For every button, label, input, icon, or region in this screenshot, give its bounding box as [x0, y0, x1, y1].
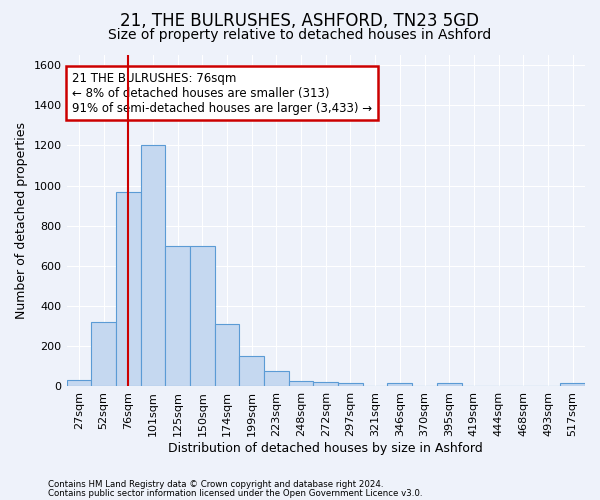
Bar: [289, 382, 313, 386]
Bar: [560, 384, 585, 386]
Bar: [116, 192, 140, 386]
Bar: [338, 384, 363, 386]
Text: Contains public sector information licensed under the Open Government Licence v3: Contains public sector information licen…: [48, 489, 422, 498]
Bar: [140, 146, 165, 386]
Bar: [190, 246, 215, 386]
Bar: [165, 246, 190, 386]
Text: 21, THE BULRUSHES, ASHFORD, TN23 5GD: 21, THE BULRUSHES, ASHFORD, TN23 5GD: [121, 12, 479, 30]
X-axis label: Distribution of detached houses by size in Ashford: Distribution of detached houses by size …: [169, 442, 483, 455]
Bar: [215, 324, 239, 386]
Bar: [264, 372, 289, 386]
Bar: [313, 382, 338, 386]
Bar: [388, 384, 412, 386]
Bar: [91, 322, 116, 386]
Text: Size of property relative to detached houses in Ashford: Size of property relative to detached ho…: [109, 28, 491, 42]
Y-axis label: Number of detached properties: Number of detached properties: [15, 122, 28, 319]
Text: Contains HM Land Registry data © Crown copyright and database right 2024.: Contains HM Land Registry data © Crown c…: [48, 480, 383, 489]
Bar: [437, 384, 461, 386]
Text: 21 THE BULRUSHES: 76sqm
← 8% of detached houses are smaller (313)
91% of semi-de: 21 THE BULRUSHES: 76sqm ← 8% of detached…: [72, 72, 372, 114]
Bar: [67, 380, 91, 386]
Bar: [239, 356, 264, 386]
